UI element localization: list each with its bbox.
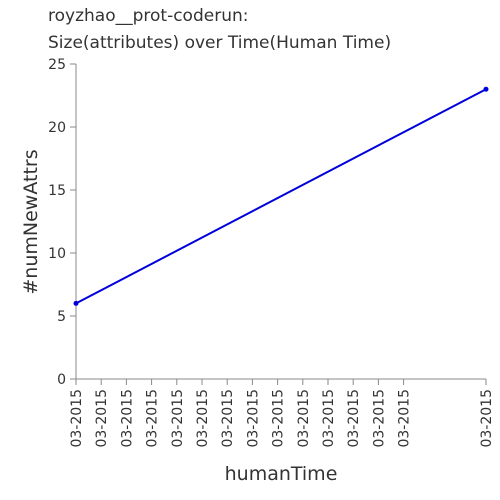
x-tick-label: 03-2015 [346,389,362,448]
series-line [75,88,487,305]
x-tick-label: 03-2015 [296,389,312,448]
chart-title-line-1: royzhao__prot-coderun: [48,6,249,26]
data-point [483,86,489,92]
x-tick-label: 03-2015 [371,389,387,448]
x-tick-label: 03-2015 [69,389,85,448]
x-tick-label: 03-2015 [94,389,110,448]
y-tick-label: 25 [48,57,66,73]
y-axis-label: #numNewAttrs [20,149,42,294]
data-point [73,300,79,306]
x-tick-label: 03-2015 [170,389,186,448]
y-tick-label: 5 [57,309,66,325]
y-tick-label: 20 [48,120,66,136]
x-tick-label: 03-2015 [321,389,337,448]
series-layer [73,86,489,306]
y-tick-label: 0 [57,372,66,388]
x-tick-label: 03-2015 [119,389,135,448]
x-axis-label: humanTime [225,463,338,485]
x-axis: 03-2015 03-2015 03-2015 03-2015 03-2015 03-20… [69,378,495,448]
x-tick-label: 03-2015 [220,389,236,448]
x-tick-label: 03-2015 [145,389,161,448]
y-axis: 0 5 10 15 20 25 [48,57,77,388]
y-tick-label: 10 [48,246,66,262]
y-tick-label: 15 [48,183,66,199]
x-tick-label: 03-2015 [271,389,287,448]
x-tick-label: 03-2015 [245,389,261,448]
chart-title-line-2: Size(attributes) over Time(Human Time) [48,33,392,53]
x-tick-label: 03-2015 [397,389,413,448]
x-tick-label: 03-2015 [479,389,495,448]
x-tick-label: 03-2015 [195,389,211,448]
